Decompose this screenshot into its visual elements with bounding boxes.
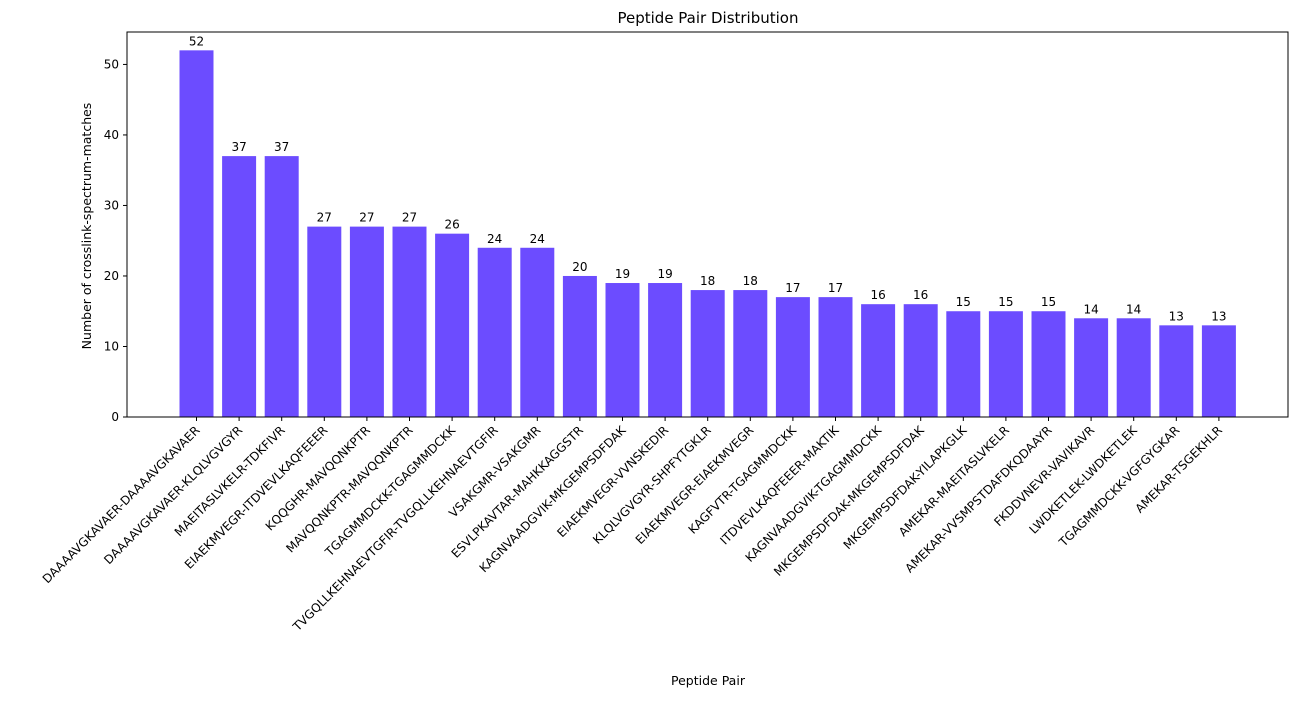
- bar: [392, 226, 427, 417]
- bar: [264, 156, 299, 417]
- bar: [349, 226, 384, 417]
- bar-value-label: 14: [1083, 302, 1098, 316]
- bar: [1074, 318, 1109, 417]
- bar-value-label: 13: [1169, 309, 1184, 323]
- bar: [1159, 325, 1194, 417]
- bar: [733, 290, 768, 417]
- y-tick-label: 0: [111, 410, 119, 424]
- bar-value-label: 24: [530, 232, 545, 246]
- bar: [648, 283, 683, 417]
- bar-value-label: 52: [189, 34, 204, 48]
- y-tick-label: 50: [104, 57, 119, 71]
- bar: [435, 233, 470, 417]
- bar: [1031, 311, 1066, 417]
- bar-value-label: 24: [487, 232, 502, 246]
- bar: [818, 297, 853, 417]
- bar: [903, 304, 938, 417]
- bar-value-label: 16: [913, 288, 928, 302]
- bar: [1201, 325, 1236, 417]
- bar-value-label: 37: [231, 140, 246, 154]
- bar: [562, 275, 597, 417]
- x-axis-label: Peptide Pair: [671, 673, 746, 688]
- bar-value-label: 18: [743, 274, 758, 288]
- bar: [605, 283, 640, 417]
- bar: [946, 311, 981, 417]
- y-tick-label: 30: [104, 198, 119, 212]
- bar-value-label: 14: [1126, 302, 1141, 316]
- value-labels-layer: 52 37 37 27 27 27 26 24 24 20 19 19 18 18 17 17 16 16 15 15…: [189, 34, 1227, 323]
- bar: [307, 226, 342, 417]
- bar: [690, 290, 725, 417]
- y-axis: 0 10 20 30 40 50: [104, 57, 127, 424]
- bar-value-label: 37: [274, 140, 289, 154]
- bar-value-label: 13: [1211, 309, 1226, 323]
- bar: [179, 50, 214, 417]
- bar: [775, 297, 810, 417]
- bar: [988, 311, 1023, 417]
- y-tick-label: 10: [104, 339, 119, 353]
- bar-value-label: 26: [444, 218, 459, 232]
- bar-value-label: 19: [657, 267, 672, 281]
- bar-value-label: 19: [615, 267, 630, 281]
- y-tick-label: 20: [104, 269, 119, 283]
- bar-value-label: 27: [359, 211, 374, 225]
- bar-value-label: 15: [998, 295, 1013, 309]
- bar-value-label: 15: [956, 295, 971, 309]
- bar-value-label: 15: [1041, 295, 1056, 309]
- chart-title: Peptide Pair Distribution: [617, 9, 798, 27]
- bars-layer: [179, 50, 1236, 417]
- bar: [477, 247, 512, 417]
- bar: [1116, 318, 1151, 417]
- bar-value-label: 16: [870, 288, 885, 302]
- bar-value-label: 27: [317, 211, 332, 225]
- bar-value-label: 27: [402, 211, 417, 225]
- bar: [861, 304, 896, 417]
- bar-value-label: 20: [572, 260, 587, 274]
- y-tick-label: 40: [104, 128, 119, 142]
- bar: [222, 156, 257, 417]
- bar-value-label: 18: [700, 274, 715, 288]
- bar-value-label: 17: [828, 281, 843, 295]
- bar-value-label: 17: [785, 281, 800, 295]
- y-axis-label: Number of crosslink-spectrum-matches: [79, 103, 94, 350]
- bar: [520, 247, 555, 417]
